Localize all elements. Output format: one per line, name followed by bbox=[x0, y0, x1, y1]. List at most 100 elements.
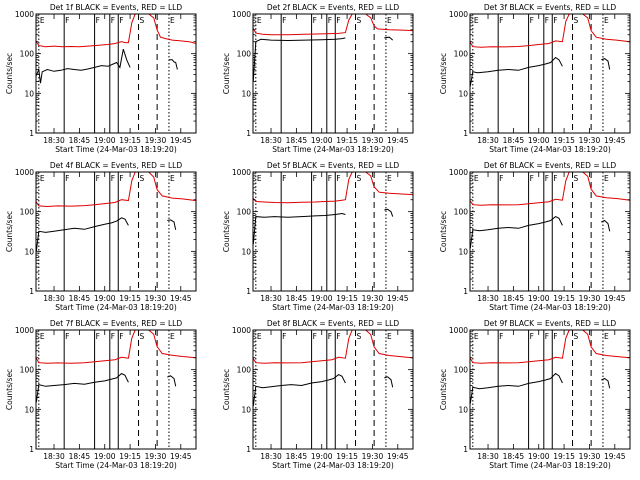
x-tick-label: 19:30 bbox=[579, 452, 601, 461]
y-tick-label: 100 bbox=[454, 366, 469, 375]
x-tick-label: 19:30 bbox=[579, 294, 601, 303]
x-tick-label: 19:15 bbox=[119, 452, 141, 461]
events-series-line bbox=[384, 36, 394, 41]
lld-series-line bbox=[35, 13, 197, 48]
y-tick-label: 1000 bbox=[232, 10, 251, 19]
event-marker-label: F bbox=[545, 174, 549, 183]
event-marker-label: F bbox=[530, 16, 534, 25]
lld-series-line bbox=[469, 13, 631, 48]
y-axis-label: Counts/sec bbox=[5, 211, 14, 252]
x-tick-label: 19:30 bbox=[145, 136, 167, 145]
plot-frame bbox=[469, 329, 631, 450]
x-tick-label: 19:30 bbox=[362, 294, 384, 303]
event-marker-label: E bbox=[604, 16, 609, 25]
y-tick-label: 10 bbox=[241, 89, 251, 98]
plot-frame bbox=[35, 329, 197, 450]
y-tick-label: 10 bbox=[24, 89, 34, 98]
event-marker-label: F bbox=[499, 16, 503, 25]
x-tick-label: 19:30 bbox=[145, 294, 167, 303]
event-marker-label: F bbox=[553, 174, 557, 183]
x-tick-label: 19:00 bbox=[94, 136, 116, 145]
event-marker-label: F bbox=[111, 174, 115, 183]
events-series-line bbox=[384, 208, 394, 217]
event-marker-label: F bbox=[336, 16, 340, 25]
y-tick-label: 100 bbox=[454, 50, 469, 59]
y-tick-label: 10 bbox=[458, 405, 468, 414]
event-marker-label: F bbox=[96, 16, 100, 25]
x-tick-label: 19:00 bbox=[311, 294, 333, 303]
x-tick-label: 19:30 bbox=[362, 136, 384, 145]
event-marker-label: F bbox=[111, 16, 115, 25]
y-tick-label: 1 bbox=[29, 287, 34, 296]
x-tick-label: 18:45 bbox=[503, 294, 525, 303]
x-axis-label: Start Time (24-Mar-03 18:19:20) bbox=[489, 303, 611, 312]
event-marker-label: E bbox=[474, 16, 479, 25]
event-marker-label: S bbox=[357, 332, 362, 341]
x-tick-label: 19:45 bbox=[604, 452, 626, 461]
event-marker-label: E bbox=[387, 332, 392, 341]
x-axis-label: Start Time (24-Mar-03 18:19:20) bbox=[272, 461, 394, 470]
event-marker-label: F bbox=[545, 332, 549, 341]
x-axis-label: Start Time (24-Mar-03 18:19:20) bbox=[489, 145, 611, 154]
event-marker-label: E bbox=[40, 174, 45, 183]
y-tick-label: 1000 bbox=[449, 10, 468, 19]
event-marker-label: S bbox=[140, 16, 145, 25]
x-axis-label: Start Time (24-Mar-03 18:19:20) bbox=[489, 461, 611, 470]
event-marker-label: F bbox=[282, 332, 286, 341]
x-tick-label: 18:30 bbox=[260, 136, 282, 145]
event-marker-label: F bbox=[119, 332, 123, 341]
event-marker-label: F bbox=[96, 332, 100, 341]
x-tick-label: 19:45 bbox=[604, 294, 626, 303]
events-series-line bbox=[35, 217, 129, 252]
x-tick-label: 19:45 bbox=[170, 136, 192, 145]
x-axis-label: Start Time (24-Mar-03 18:19:20) bbox=[272, 145, 394, 154]
event-marker-label: S bbox=[140, 174, 145, 183]
x-tick-label: 18:30 bbox=[43, 136, 65, 145]
event-marker-label: F bbox=[119, 174, 123, 183]
event-marker-label: E bbox=[257, 16, 262, 25]
event-marker-label: S bbox=[357, 16, 362, 25]
event-marker-label: E bbox=[474, 332, 479, 341]
event-marker-label: F bbox=[313, 174, 317, 183]
y-axis-label: Counts/sec bbox=[5, 53, 14, 94]
event-marker-label: F bbox=[328, 174, 332, 183]
event-marker-label: F bbox=[499, 332, 503, 341]
y-tick-label: 1000 bbox=[15, 168, 34, 177]
x-tick-label: 19:00 bbox=[528, 452, 550, 461]
y-tick-label: 1 bbox=[463, 445, 468, 454]
x-tick-label: 18:45 bbox=[503, 452, 525, 461]
x-tick-label: 19:15 bbox=[553, 294, 575, 303]
x-tick-label: 18:30 bbox=[43, 294, 65, 303]
event-marker-label: E bbox=[170, 16, 175, 25]
y-tick-label: 1000 bbox=[15, 10, 34, 19]
lld-series-line bbox=[469, 171, 631, 206]
y-axis-label: Counts/sec bbox=[222, 211, 231, 252]
events-series-line bbox=[601, 219, 611, 232]
lld-series-line bbox=[469, 329, 631, 364]
x-tick-label: 18:45 bbox=[286, 452, 308, 461]
events-series-line bbox=[384, 376, 394, 388]
event-marker-label: S bbox=[140, 332, 145, 341]
chart-title: Det 7f BLACK = Events, RED = LLD bbox=[50, 319, 183, 328]
event-marker-label: F bbox=[119, 16, 123, 25]
event-marker-label: F bbox=[65, 332, 69, 341]
event-marker-label: F bbox=[328, 332, 332, 341]
y-tick-label: 100 bbox=[20, 366, 35, 375]
chart-title: Det 9f BLACK = Events, RED = LLD bbox=[484, 319, 617, 328]
y-tick-label: 10 bbox=[458, 247, 468, 256]
events-series-line bbox=[167, 375, 177, 387]
x-tick-label: 19:45 bbox=[604, 136, 626, 145]
y-tick-label: 100 bbox=[237, 208, 252, 217]
x-tick-label: 19:15 bbox=[336, 294, 358, 303]
events-series-line bbox=[601, 377, 611, 389]
x-tick-label: 18:45 bbox=[286, 136, 308, 145]
x-tick-label: 19:45 bbox=[387, 294, 409, 303]
y-tick-label: 1000 bbox=[449, 326, 468, 335]
x-tick-label: 19:45 bbox=[170, 294, 192, 303]
event-marker-label: E bbox=[257, 174, 262, 183]
